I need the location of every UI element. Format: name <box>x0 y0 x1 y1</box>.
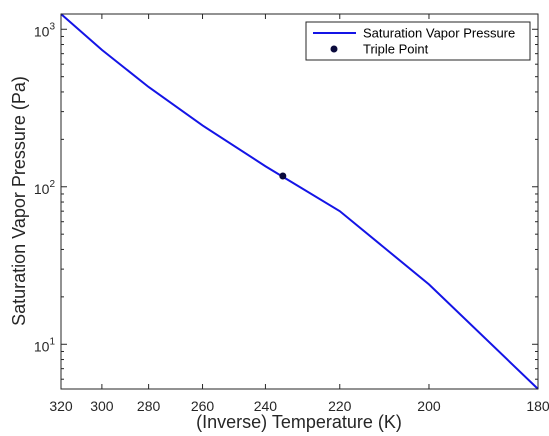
x-tick-label: 200 <box>417 398 441 414</box>
x-tick-label: 300 <box>90 398 114 414</box>
x-tick-label: 260 <box>191 398 215 414</box>
legend-label-saturation: Saturation Vapor Pressure <box>363 26 515 41</box>
x-tick-label: 180 <box>526 398 549 414</box>
x-axis-title: (Inverse) Temperature (K) <box>196 412 402 432</box>
x-tick-label: 240 <box>254 398 278 414</box>
legend-box <box>305 21 531 61</box>
legend-marker-swatch <box>330 45 338 53</box>
x-tick-label: 320 <box>49 398 73 414</box>
plot-area <box>61 14 538 389</box>
x-tick-label: 280 <box>137 398 161 414</box>
triple-point-marker <box>279 172 287 180</box>
series-layer <box>60 13 539 390</box>
y-axis-title: Saturation Vapor Pressure (Pa) <box>9 76 29 326</box>
y-tick-label: 102 <box>34 179 56 197</box>
series-line-saturation-vapor-pressure <box>60 13 539 390</box>
legend-label-triple-point: Triple Point <box>363 42 429 57</box>
y-tick-labels: 101 102 103 <box>34 21 56 354</box>
legend: Saturation Vapor Pressure Triple Point <box>305 21 531 61</box>
plot-frame <box>60 13 539 390</box>
y-tick-label: 103 <box>34 21 56 39</box>
y-tick-label: 101 <box>34 336 56 354</box>
x-tick-label: 220 <box>328 398 352 414</box>
x-tick-labels: 320 300 280 260 240 220 200 180 <box>49 398 549 414</box>
